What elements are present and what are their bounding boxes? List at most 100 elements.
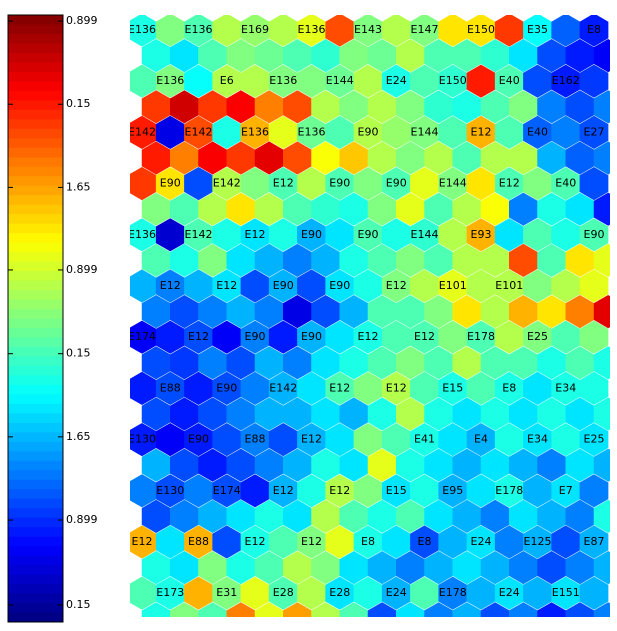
hex-cell [155, 320, 185, 354]
hex-cell [452, 551, 482, 585]
hex-cell [226, 551, 256, 585]
hex-cell [297, 423, 326, 457]
cell-label: E88 [188, 535, 209, 548]
hex-cell [240, 218, 270, 252]
hex-cell [240, 15, 270, 47]
cell-label: E101 [495, 279, 523, 292]
colorbar-strip [8, 33, 63, 44]
hex-cell [339, 90, 369, 124]
hex-cell [325, 167, 355, 201]
hex-cell [367, 243, 397, 277]
hex-cell [593, 192, 610, 226]
hex-cell [184, 371, 213, 405]
hex-cell [311, 346, 340, 380]
cell-label: E25 [527, 330, 548, 343]
hex-cell [254, 243, 284, 277]
hex-cell [466, 167, 496, 201]
hex-cell [170, 39, 199, 73]
hex-cell [353, 474, 383, 508]
hex-cell [198, 295, 227, 329]
hex-cell [523, 525, 552, 559]
cell-label: E174 [128, 330, 156, 343]
cell-label: E28 [329, 586, 350, 599]
hex-cell [480, 397, 510, 431]
hex-cell [551, 474, 581, 508]
cell-label: E12 [471, 125, 492, 138]
hex-cell [130, 423, 157, 457]
hex-cell [452, 602, 482, 617]
hex-cell [579, 320, 609, 354]
hex-cell [367, 551, 397, 585]
hex-cell [268, 371, 298, 405]
hex-cell [198, 192, 227, 226]
hex-cell [452, 295, 482, 329]
hex-cell [494, 576, 524, 610]
cell-label: E162 [552, 74, 580, 87]
hex-cell [593, 346, 610, 380]
cell-label: E7 [559, 484, 573, 497]
hex-cell [184, 525, 213, 559]
hex-cell [212, 576, 242, 610]
hex-cell [283, 295, 312, 329]
hex-cell [325, 525, 355, 559]
hex-cell [283, 192, 312, 226]
hex-cell [170, 141, 199, 175]
hex-cell [381, 64, 411, 98]
cell-label: E142 [185, 228, 213, 241]
cell-label: E15 [386, 484, 407, 497]
hex-cell [593, 397, 610, 431]
hex-cell [198, 90, 227, 124]
hex-cell [297, 371, 326, 405]
hex-cell [353, 218, 383, 252]
hex-cell [410, 576, 439, 610]
hex-cell [494, 371, 524, 405]
hex-cell [268, 423, 298, 457]
cell-label: E136 [128, 23, 156, 36]
hex-cell [523, 218, 552, 252]
hex-cell [396, 192, 425, 226]
hex-cell [537, 243, 566, 277]
hex-cell [438, 320, 468, 354]
hex-cell [311, 39, 340, 73]
colorbar-strip [8, 214, 63, 225]
hex-cell [551, 269, 581, 303]
hex-cell [367, 346, 397, 380]
hex-cell [297, 269, 326, 303]
hex-cell [565, 295, 595, 329]
hex-cell [184, 167, 213, 201]
cell-label: E24 [386, 586, 407, 599]
hex-cell [141, 551, 171, 585]
hex-cell [537, 141, 566, 175]
hex-cell [593, 448, 610, 482]
hex-cell [283, 243, 312, 277]
hex-cell [353, 576, 383, 610]
hex-cell [226, 141, 256, 175]
hex-cell [579, 269, 609, 303]
hex-cell [311, 397, 340, 431]
hex-cell [254, 448, 284, 482]
colorbar-strip [8, 71, 63, 82]
hex-cell [593, 90, 610, 124]
cell-label: E8 [361, 535, 375, 548]
hex-cell [579, 371, 609, 405]
cell-label: E12 [273, 484, 294, 497]
hex-cell [551, 218, 581, 252]
hex-cell [155, 115, 185, 149]
hex-cell [579, 576, 609, 610]
hex-cell [452, 499, 482, 533]
hex-cell [396, 346, 425, 380]
hex-cell [212, 269, 242, 303]
hex-cell [565, 551, 595, 585]
hex-cell [396, 397, 425, 431]
hex-cell [424, 602, 453, 617]
hex-cell [410, 525, 439, 559]
hex-cell [184, 15, 213, 47]
hex-cell [311, 551, 340, 585]
hex-cell [396, 551, 425, 585]
hex-cell [325, 320, 355, 354]
cell-label: E136 [298, 23, 326, 36]
hex-cell [141, 602, 171, 617]
colorbar-strip [8, 546, 63, 557]
hex-cell [311, 295, 340, 329]
hex-cell [579, 64, 609, 98]
